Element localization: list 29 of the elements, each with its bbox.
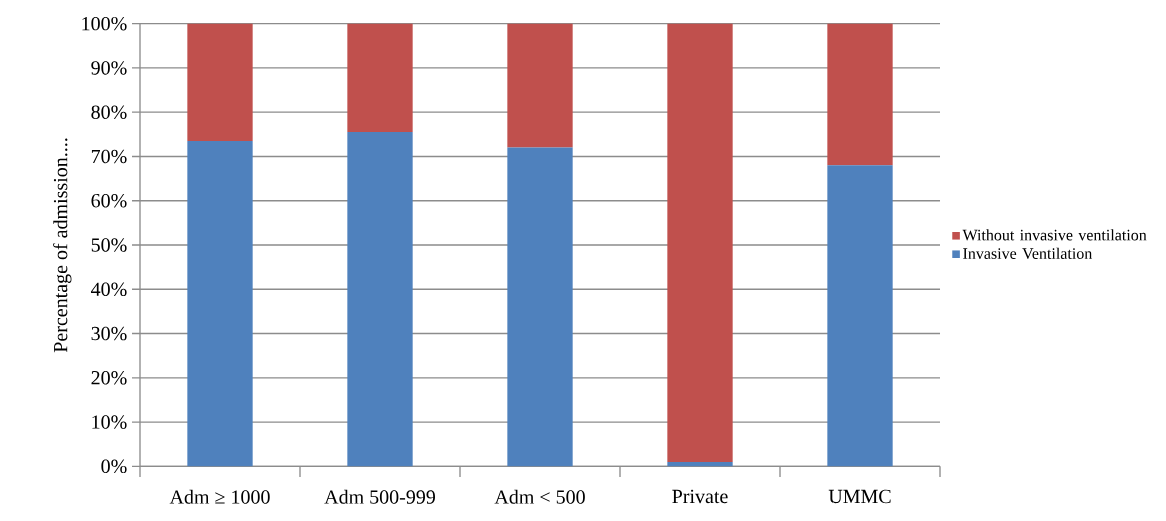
y-tick-label: 10% <box>92 415 127 429</box>
bar <box>187 140 253 467</box>
x-tick-label: Adm 500-999 <box>324 489 435 504</box>
y-tick-label: 40% <box>91 282 127 297</box>
y-tick-label: 0% <box>101 459 127 474</box>
y-tick-label: 100% <box>82 16 127 31</box>
legend-label: Without invasive ventilation <box>962 229 1147 241</box>
y-tick-label: 90% <box>91 61 127 75</box>
bar <box>507 23 573 148</box>
y-tick-label: 80% <box>91 105 127 119</box>
bar <box>827 23 893 166</box>
y-tick-label: 20% <box>91 371 127 385</box>
y-tick-label: 60% <box>91 193 127 208</box>
x-tick-label: Adm ≥ 1000 <box>169 489 270 504</box>
bar <box>347 23 413 133</box>
bar <box>827 165 893 467</box>
legend-label: Invasive Ventilation <box>963 247 1093 260</box>
y-tick-label: 30% <box>91 326 127 341</box>
x-tick-label: UMMC <box>828 489 891 504</box>
y-tick-label: 70% <box>91 149 127 164</box>
bar <box>347 132 413 467</box>
y-tick-label: 50% <box>91 238 127 252</box>
bar <box>187 23 253 141</box>
x-tick-label: Adm < 500 <box>494 489 585 504</box>
bar <box>667 23 733 462</box>
bar <box>507 147 573 467</box>
x-tick-label: Private <box>672 489 728 504</box>
bar <box>667 461 733 467</box>
y-axis-title: Percentage of admission.... <box>53 138 72 353</box>
